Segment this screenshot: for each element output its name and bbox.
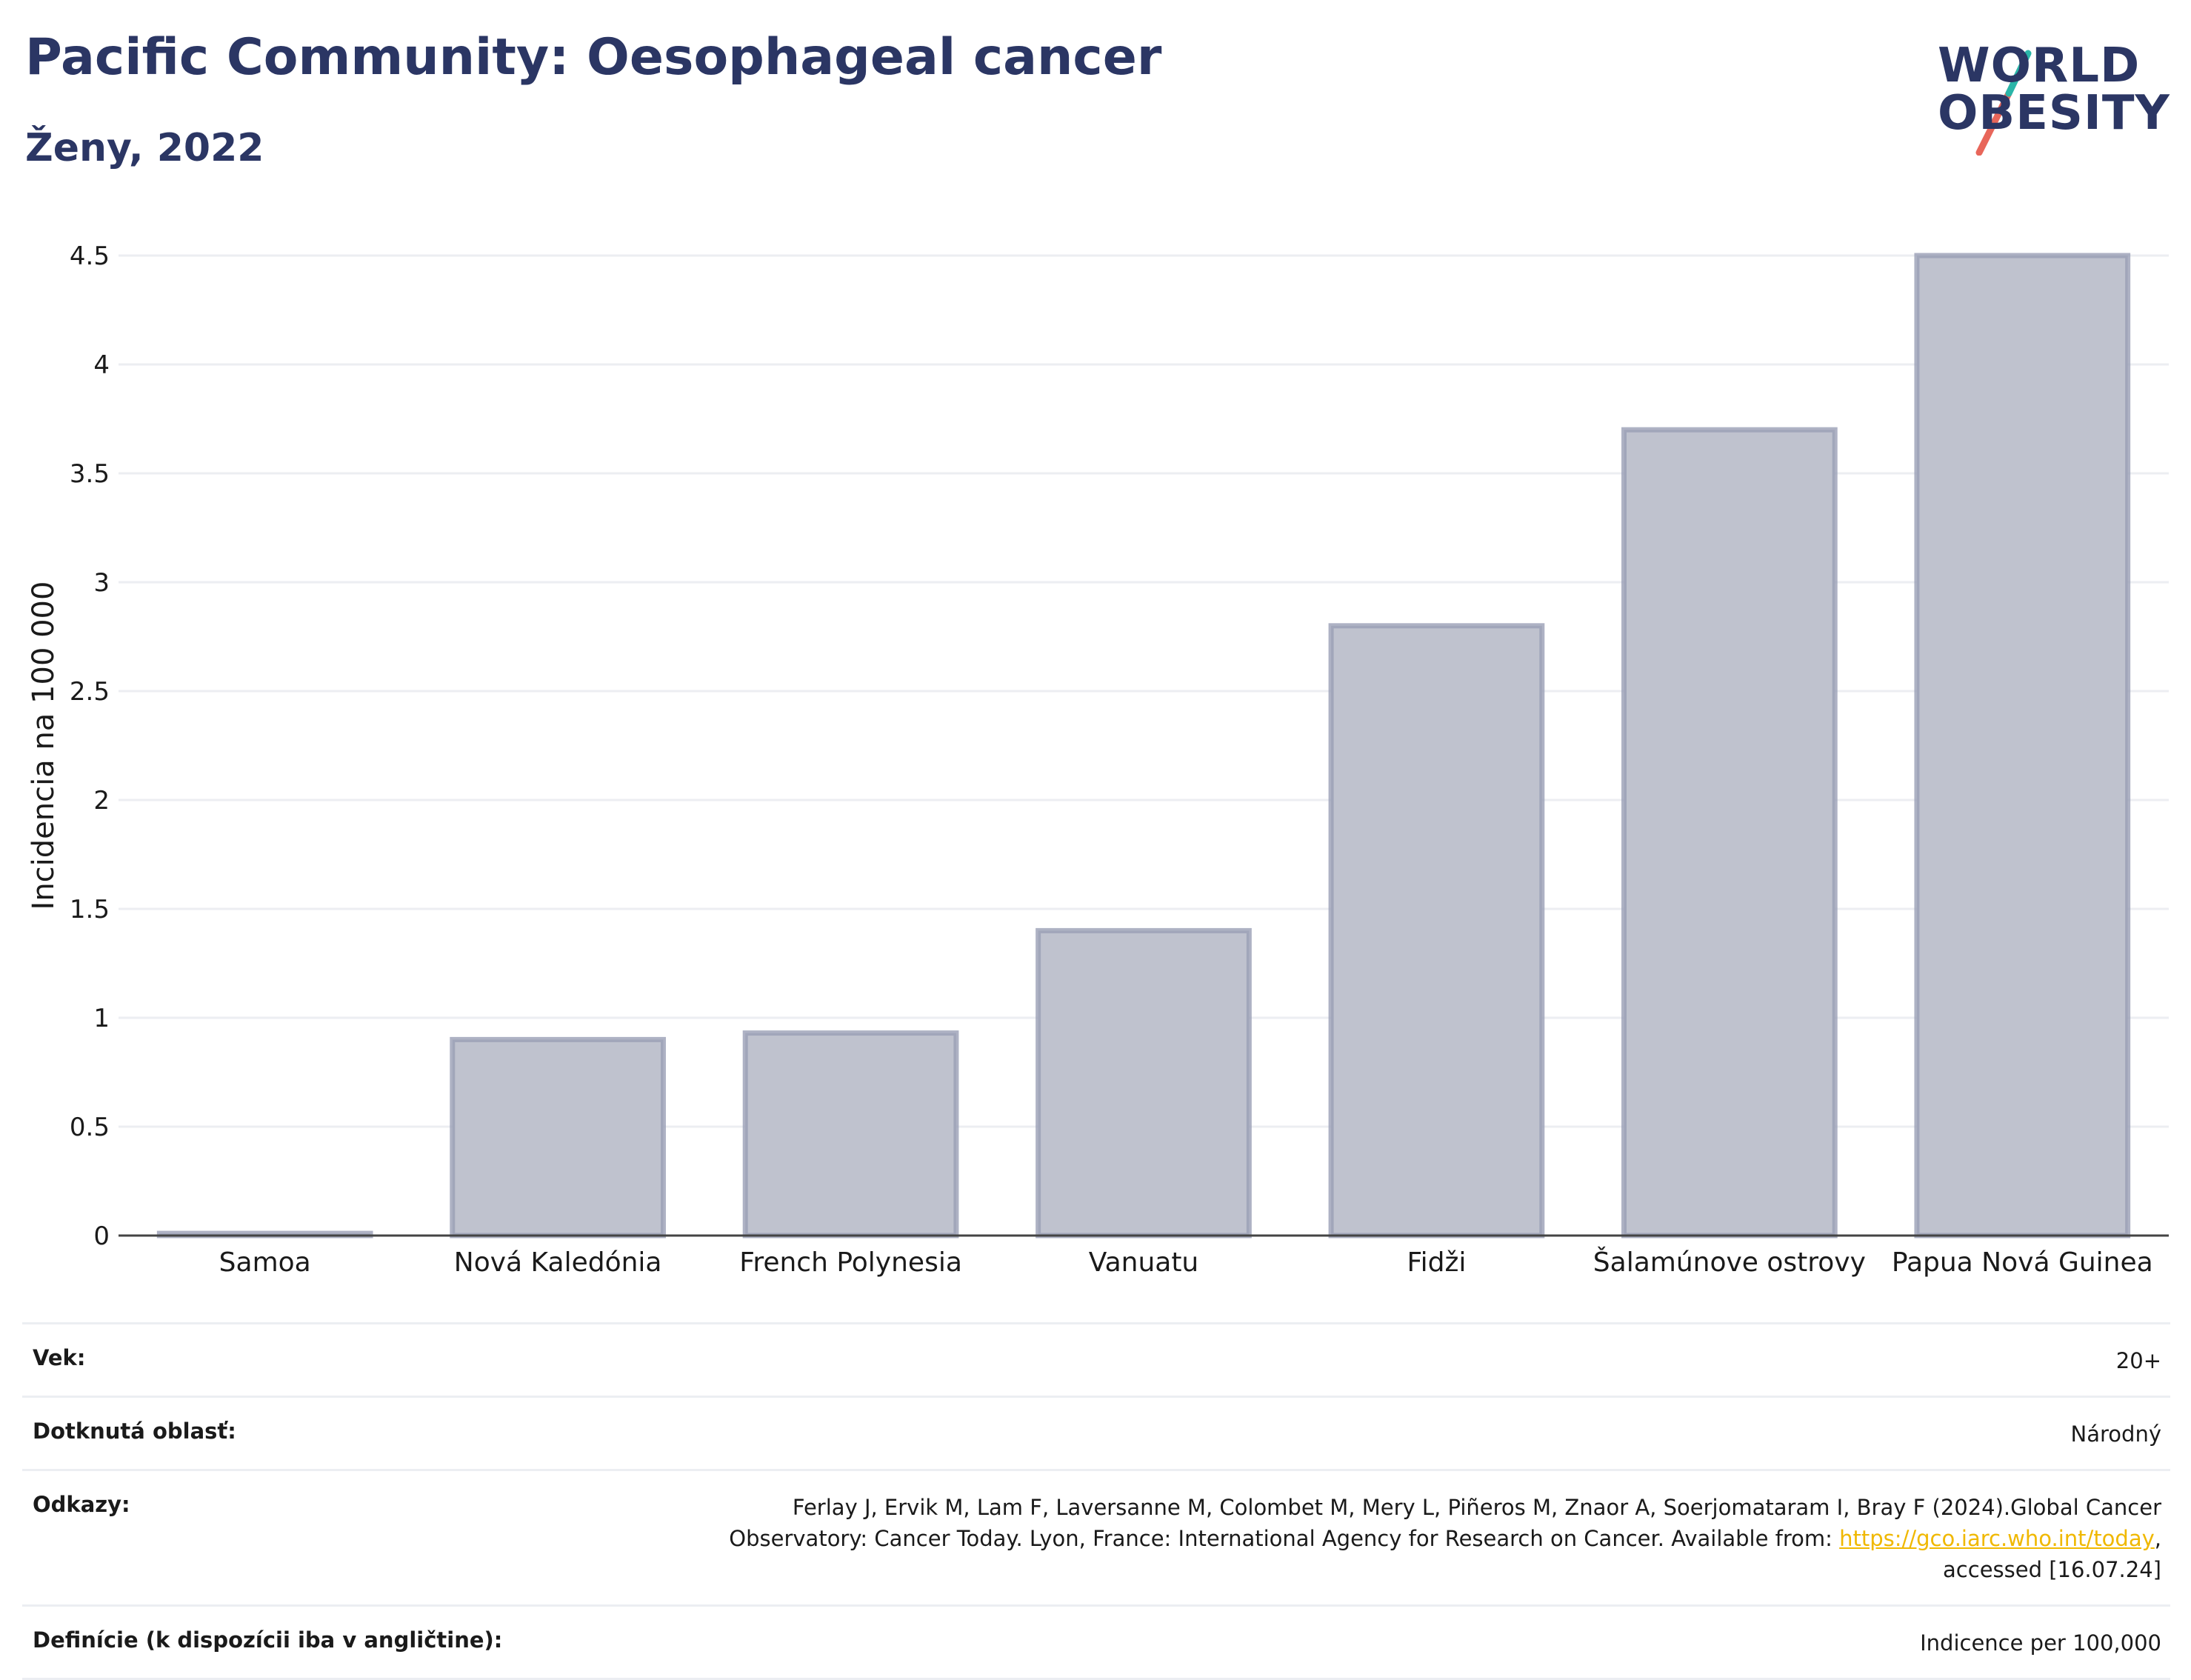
chart-subtitle: Ženy, 2022 bbox=[25, 126, 264, 170]
y-tick-label: 4 bbox=[93, 350, 110, 380]
bar[interactable] bbox=[1914, 253, 2131, 1239]
bar[interactable] bbox=[1328, 623, 1545, 1239]
x-axis-ticks: Samoa Nová Kaledónia French Polynesia Vanua… bbox=[219, 1247, 2153, 1278]
bar[interactable] bbox=[1036, 927, 1252, 1239]
info-value-references: Ferlay J, Ervik M, Lam F, Laversanne M, … bbox=[729, 1492, 2161, 1585]
info-value-area: Národný bbox=[2070, 1421, 2161, 1447]
chart-title: Pacific Community: Oesophageal cancer bbox=[25, 28, 1162, 87]
x-tick-label: Šalamúnove ostrovy bbox=[1593, 1247, 1866, 1278]
logo-slash-icon bbox=[1975, 50, 2032, 156]
info-label-references: Odkazy: bbox=[33, 1492, 130, 1518]
info-value-age: 20+ bbox=[2115, 1348, 2161, 1373]
x-tick-label: Fidži bbox=[1407, 1247, 1467, 1278]
y-tick-label: 1.5 bbox=[70, 895, 110, 924]
y-tick-label: 0 bbox=[93, 1221, 110, 1251]
y-tick-label: 2.5 bbox=[70, 677, 110, 707]
bar[interactable] bbox=[742, 1030, 959, 1239]
bar-chart: 0 0.5 1 1.5 2 2.5 3 3.5 4 4.5 Samoa Nová Kaledónia… bbox=[27, 241, 2169, 1278]
reference-line-2: Observatory: Cancer Today. Lyon, France:… bbox=[729, 1526, 1840, 1552]
chart-bars bbox=[156, 253, 2131, 1239]
x-tick-label: Papua Nová Guinea bbox=[1892, 1247, 2153, 1278]
x-tick-label: French Polynesia bbox=[739, 1247, 962, 1278]
y-tick-label: 3 bbox=[93, 568, 110, 598]
y-axis-label: Incidencia na 100 000 bbox=[27, 581, 61, 910]
reference-link-suffix: , bbox=[2154, 1526, 2161, 1552]
y-tick-label: 2 bbox=[93, 786, 110, 816]
reference-link[interactable]: https://gco.iarc.who.int/today bbox=[1839, 1526, 2155, 1552]
logo-word-obesity: OBESITY bbox=[1938, 86, 2170, 141]
reference-line-3: accessed [16.07.24] bbox=[1943, 1557, 2161, 1583]
info-row-references: Odkazy: Ferlay J, Ervik M, Lam F, Lavers… bbox=[22, 1469, 2170, 1604]
info-table: Vek: 20+ Dotknutá oblasť: Národný Odkazy… bbox=[22, 1322, 2170, 1680]
info-row-age: Vek: 20+ bbox=[22, 1322, 2170, 1396]
reference-line-1: Ferlay J, Ervik M, Lam F, Laversanne M, … bbox=[792, 1495, 2161, 1521]
y-tick-label: 1 bbox=[93, 1004, 110, 1033]
info-label-area: Dotknutá oblasť: bbox=[33, 1419, 236, 1444]
world-obesity-logo[interactable]: WORLD OBESITY bbox=[1926, 22, 2178, 156]
x-tick-label: Vanuatu bbox=[1089, 1247, 1199, 1278]
info-row-area: Dotknutá oblasť: Národný bbox=[22, 1396, 2170, 1469]
info-label-definitions: Definície (k dispozícii iba v angličtine… bbox=[33, 1627, 503, 1653]
y-axis-ticks: 0 0.5 1 1.5 2 2.5 3 3.5 4 4.5 bbox=[70, 241, 110, 1251]
y-tick-label: 0.5 bbox=[70, 1113, 110, 1142]
x-tick-label: Samoa bbox=[219, 1247, 311, 1278]
bar[interactable] bbox=[1621, 427, 1838, 1239]
bar[interactable] bbox=[450, 1036, 666, 1239]
x-tick-label: Nová Kaledónia bbox=[454, 1247, 662, 1278]
y-tick-label: 3.5 bbox=[70, 459, 110, 489]
y-tick-label: 4.5 bbox=[70, 241, 110, 271]
logo-word-world: WORLD bbox=[1938, 39, 2141, 93]
info-value-definitions: Indicence per 100,000 bbox=[1920, 1630, 2161, 1656]
info-row-definitions: Definície (k dispozícii iba v angličtine… bbox=[22, 1604, 2170, 1680]
info-label-age: Vek: bbox=[33, 1345, 86, 1370]
